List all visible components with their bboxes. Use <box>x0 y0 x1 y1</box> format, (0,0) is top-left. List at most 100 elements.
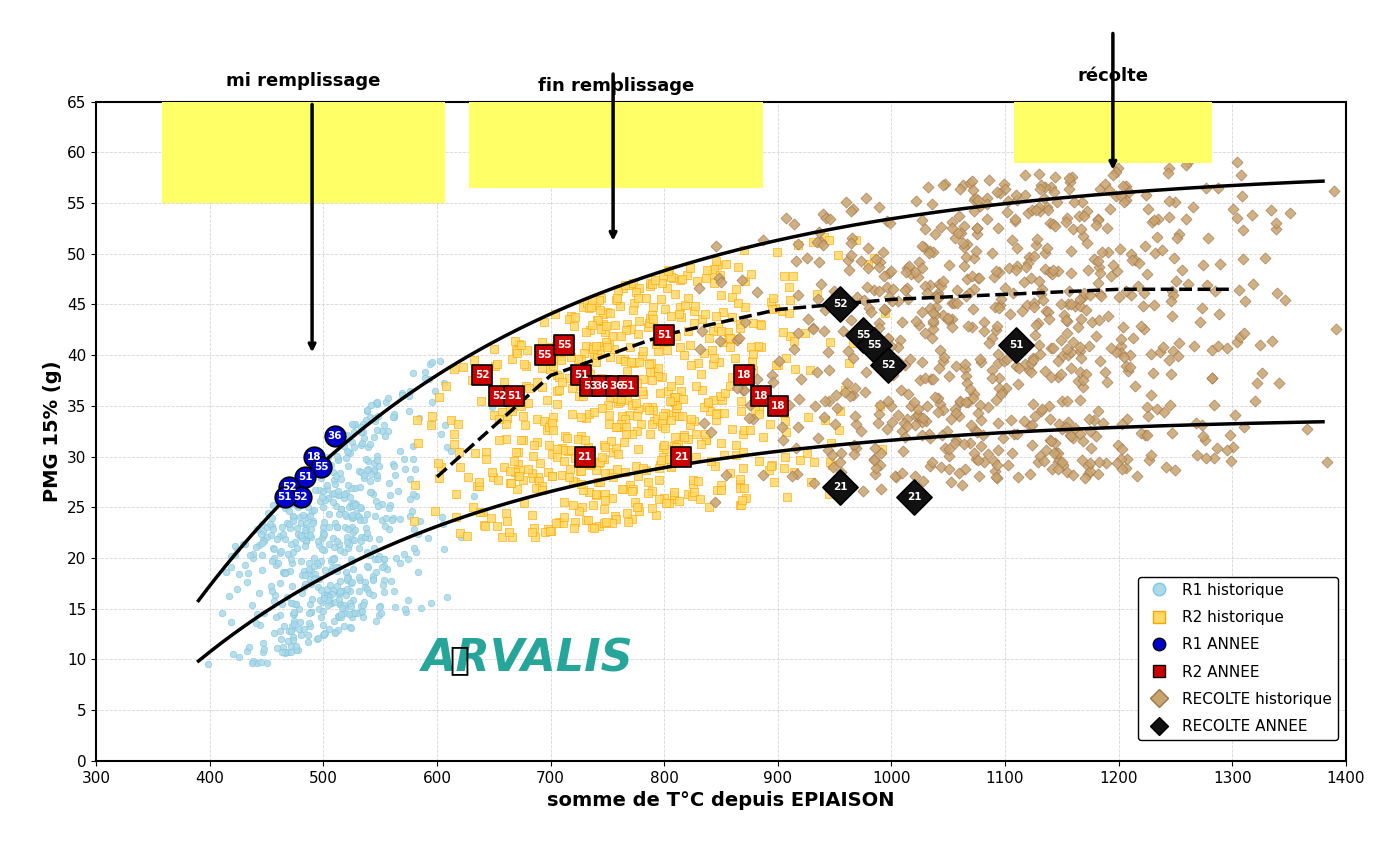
Point <box>1029 182 1052 195</box>
Point <box>869 256 891 269</box>
Point <box>586 313 609 327</box>
Point <box>424 504 446 518</box>
Point <box>302 451 324 465</box>
Point <box>1029 179 1052 192</box>
Point <box>700 404 722 418</box>
Point <box>1104 165 1126 179</box>
Point <box>586 345 609 359</box>
Point <box>985 264 1007 278</box>
Point <box>890 333 912 346</box>
Point <box>1005 188 1027 201</box>
Point <box>1003 212 1025 226</box>
Point <box>317 520 339 534</box>
Point <box>949 394 972 408</box>
Point <box>1096 221 1118 235</box>
Point <box>1140 348 1162 361</box>
Point <box>269 624 291 637</box>
Point <box>593 516 615 530</box>
Point <box>919 459 941 472</box>
Point <box>988 381 1010 395</box>
Point <box>987 348 1009 361</box>
Point <box>573 447 595 461</box>
Point <box>366 396 388 409</box>
Point <box>850 424 872 438</box>
Point <box>1136 400 1158 413</box>
Point <box>912 474 934 488</box>
Point <box>299 467 322 481</box>
Point <box>298 619 320 632</box>
Point <box>733 461 755 475</box>
Point <box>308 534 330 547</box>
Point <box>291 568 313 581</box>
Point <box>330 610 352 624</box>
Point <box>286 541 308 555</box>
Point <box>862 251 885 264</box>
Point <box>348 584 370 597</box>
Point <box>606 420 628 434</box>
Point <box>1050 368 1072 381</box>
Point <box>900 399 922 413</box>
Point <box>1132 300 1154 313</box>
Point <box>839 389 861 402</box>
Point <box>1072 434 1094 448</box>
Point <box>1261 334 1283 348</box>
Point <box>542 360 564 373</box>
Point <box>610 300 632 313</box>
Text: 52: 52 <box>834 300 847 310</box>
Point <box>642 312 664 326</box>
Point <box>647 492 669 505</box>
Point <box>596 341 618 354</box>
Point <box>778 329 800 343</box>
Point <box>894 430 916 444</box>
Point <box>464 354 486 367</box>
Point <box>643 365 665 378</box>
Point <box>649 386 671 399</box>
Point <box>297 476 319 489</box>
Point <box>1078 459 1100 472</box>
Point <box>319 578 341 592</box>
Point <box>667 398 689 412</box>
Point <box>747 340 769 354</box>
Point <box>1006 242 1028 255</box>
Point <box>344 426 366 440</box>
Point <box>308 538 330 552</box>
Point <box>489 412 511 425</box>
Point <box>511 338 533 352</box>
Point <box>524 481 546 494</box>
Point <box>279 624 301 637</box>
Point <box>575 326 598 339</box>
Point <box>1158 166 1180 179</box>
Point <box>635 463 657 477</box>
Point <box>351 439 373 452</box>
Point <box>283 605 305 619</box>
Point <box>284 640 306 653</box>
Point <box>638 403 660 417</box>
Point <box>691 312 713 326</box>
Point <box>404 489 426 503</box>
Point <box>582 498 604 511</box>
Point <box>835 195 857 209</box>
Point <box>718 325 740 338</box>
Point <box>940 476 962 489</box>
Point <box>360 486 382 499</box>
Point <box>636 401 658 414</box>
Point <box>444 488 466 501</box>
Point <box>835 376 857 390</box>
Point <box>1034 180 1056 194</box>
Point <box>327 453 349 466</box>
Point <box>301 472 323 486</box>
Text: 55: 55 <box>538 350 552 360</box>
Point <box>1119 247 1141 260</box>
Point <box>682 474 704 488</box>
Point <box>1060 429 1082 443</box>
Point <box>575 296 598 310</box>
Point <box>472 369 494 382</box>
Point <box>304 483 326 497</box>
Point <box>287 495 309 509</box>
Point <box>591 291 613 305</box>
Point <box>1050 333 1072 347</box>
Point <box>581 318 603 332</box>
Point <box>813 230 835 243</box>
Point <box>649 473 671 487</box>
Point <box>541 470 563 483</box>
